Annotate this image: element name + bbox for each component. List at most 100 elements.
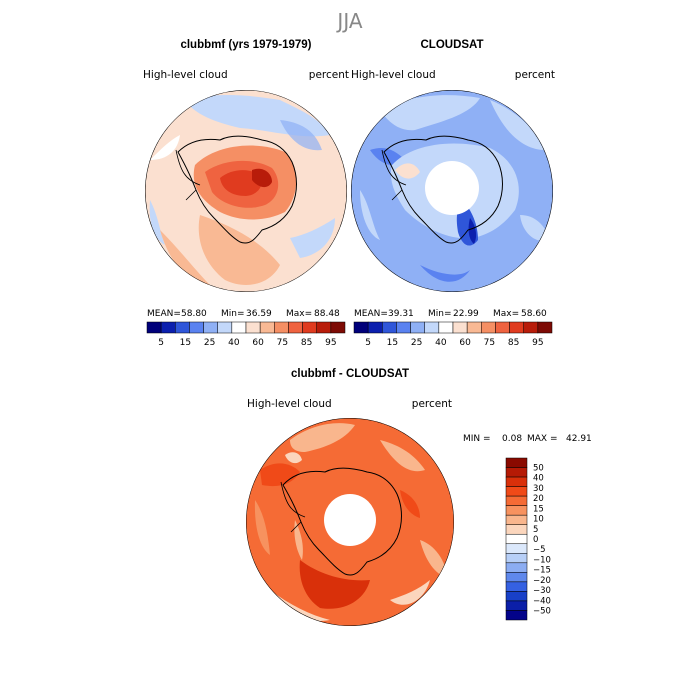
model-colorbar-tick-1: 15 (180, 338, 191, 348)
diff-colorbar-swatch-12 (505, 572, 528, 583)
diff-colorbar-swatch-10 (505, 553, 528, 564)
obs-max-value: 58.60 (521, 309, 547, 319)
diff-colorbar-tick-2: 30 (533, 484, 544, 494)
obs-colorbar-swatch-8 (466, 321, 482, 334)
model-colorbar-swatch-10 (288, 321, 303, 334)
model-colorbar-tick-3: 40 (228, 338, 240, 348)
obs-colorbar-tick-2: 25 (411, 338, 422, 348)
panel-obs-map (351, 90, 553, 292)
diff-colorbar-tick-5: 10 (533, 515, 544, 525)
obs-colorbar-tick-0: 5 (365, 338, 371, 348)
diff-colorbar-swatch-11 (505, 562, 528, 573)
diff-colorbar-tick-11: −20 (533, 576, 551, 586)
diff-min-label: MIN = (463, 434, 491, 444)
model-colorbar-swatch-1 (160, 321, 176, 334)
obs-colorbar-swatch-0 (353, 321, 369, 334)
obs-colorbar-swatch-3 (396, 321, 411, 334)
diff-colorbar-swatch-9 (505, 543, 528, 554)
diff-colorbar-swatch-13 (505, 581, 528, 592)
obs-colorbar-swatch-11 (509, 321, 524, 334)
obs-colorbar-swatch-6 (438, 321, 454, 334)
diff-colorbar-tick-8: −5 (533, 545, 546, 555)
obs-colorbar-swatch-12 (523, 321, 539, 334)
diff-colorbar-swatch-6 (505, 514, 528, 525)
panel-diff-variable-label: High-level cloud (247, 398, 332, 410)
diff-colorbar-swatch-5 (505, 505, 528, 516)
panel-obs-units-label: percent (515, 69, 555, 81)
obs-colorbar-tick-1: 15 (387, 338, 398, 348)
panel-obs-title: CLOUDSAT (420, 39, 483, 51)
diff-colorbar-swatch-4 (505, 495, 528, 506)
panel-obs-stats: MEAN= 39.31 Min= 22.99 Max= 58.60 (354, 309, 547, 319)
diff-colorbar-tick-6: 5 (533, 525, 538, 535)
diff-colorbar-swatch-16 (505, 610, 528, 621)
model-colorbar-swatch-8 (259, 321, 275, 334)
model-colorbar-tick-5: 75 (277, 338, 288, 348)
model-min-label: Min= (221, 309, 245, 319)
model-colorbar-tick-0: 5 (158, 338, 164, 348)
obs-min-value: 22.99 (453, 309, 479, 319)
model-colorbar-swatch-0 (146, 321, 162, 334)
model-colorbar-swatch-4 (203, 321, 218, 334)
obs-mean-label: MEAN= (354, 309, 388, 319)
diff-colorbar-tick-7: 0 (533, 535, 538, 545)
model-colorbar-tick-4: 60 (252, 338, 264, 348)
model-colorbar-swatch-3 (189, 321, 204, 334)
model-max-value: 88.48 (314, 309, 340, 319)
panel-diff: clubbmf - CLOUDSAT High-level cloud perc… (246, 368, 592, 626)
model-colorbar-swatch-9 (274, 321, 289, 334)
panel-model-units-label: percent (309, 69, 349, 81)
diff-max-label: MAX = (527, 434, 558, 444)
panel-model-variable-label: High-level cloud (143, 69, 228, 81)
panel-diff-title: clubbmf - CLOUDSAT (291, 368, 409, 380)
diff-colorbar-swatch-7 (505, 524, 528, 535)
diff-colorbar-tick-9: −10 (533, 555, 551, 565)
figure-title: JJA (335, 9, 362, 33)
diff-colorbar-tick-4: 15 (533, 504, 544, 514)
obs-colorbar-tick-6: 85 (508, 338, 519, 348)
diff-colorbar-swatch-15 (505, 600, 528, 611)
diff-colorbar-tick-1: 40 (533, 474, 544, 484)
model-colorbar-swatch-13 (330, 321, 346, 334)
panel-diff-units-label: percent (412, 398, 452, 410)
obs-colorbar-tick-3: 40 (435, 338, 447, 348)
obs-mean-value: 39.31 (388, 309, 414, 319)
obs-colorbar-swatch-1 (367, 321, 383, 334)
obs-colorbar-swatch-2 (382, 321, 397, 334)
diff-colorbar-tick-12: −30 (533, 586, 551, 596)
model-colorbar-swatch-6 (231, 321, 247, 334)
obs-colorbar-swatch-4 (410, 321, 425, 334)
obs-colorbar-tick-4: 60 (459, 338, 471, 348)
panel-diff-map (246, 418, 454, 626)
panel-model-stats: MEAN= 58.80 Min= 36.59 Max= 88.48 (147, 309, 340, 319)
model-colorbar-tick-7: 95 (325, 338, 336, 348)
obs-colorbar-swatch-10 (495, 321, 510, 334)
obs-colorbar-swatch-5 (424, 321, 440, 334)
model-colorbar-swatch-12 (316, 321, 332, 334)
diff-colorbar-swatch-14 (505, 591, 528, 602)
model-colorbar-swatch-7 (245, 321, 261, 334)
obs-colorbar-swatch-13 (537, 321, 553, 334)
model-colorbar-tick-6: 85 (301, 338, 312, 348)
panel-model-map (145, 90, 347, 292)
panel-model: clubbmf (yrs 1979-1979) High-level cloud… (143, 39, 349, 348)
diff-colorbar-swatch-0 (505, 457, 528, 468)
diff-colorbar-swatch-2 (505, 476, 528, 487)
panel-obs: CLOUDSAT High-level cloud percent M (351, 39, 555, 348)
model-min-value: 36.59 (246, 309, 272, 319)
diff-colorbar-swatch-8 (505, 533, 528, 545)
obs-min-label: Min= (428, 309, 452, 319)
panel-diff-stats: MIN = 0.08 MAX = 42.91 (463, 434, 592, 444)
diff-colorbar-tick-14: −50 (533, 606, 551, 616)
diff-colorbar-swatch-3 (505, 486, 528, 497)
obs-max-label: Max= (493, 309, 519, 319)
model-colorbar-swatch-11 (302, 321, 317, 334)
obs-colorbar-swatch-9 (481, 321, 496, 334)
diff-colorbar-tick-3: 20 (533, 494, 544, 504)
panel-model-colorbar: 5 15 25 40 60 75 85 95 (146, 321, 346, 348)
model-max-label: Max= (286, 309, 312, 319)
panel-obs-colorbar: 5 15 25 40 60 75 85 95 (353, 321, 553, 348)
diff-colorbar-tick-0: 50 (533, 464, 544, 474)
panel-model-title: clubbmf (yrs 1979-1979) (180, 39, 311, 51)
